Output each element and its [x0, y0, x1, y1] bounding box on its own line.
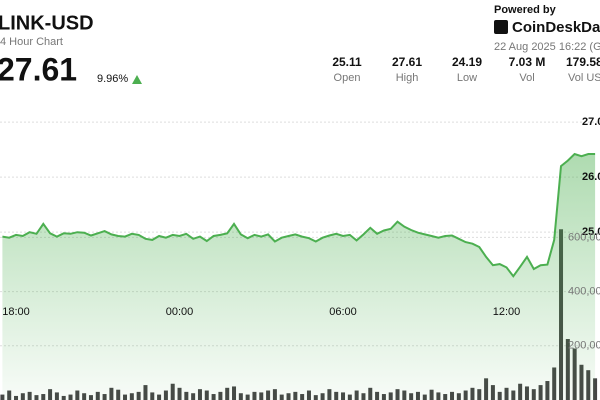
stat-label: Low — [457, 72, 477, 84]
stat-value: 179.58 — [566, 55, 600, 69]
y2-tick-label: 400,00 — [568, 285, 600, 297]
symbol: LINK-USD — [0, 12, 94, 34]
price: 27.61 — [0, 51, 77, 87]
stat-value: 27.61 — [392, 55, 422, 69]
change: 9.96% — [97, 73, 128, 85]
y-tick-label: 25.0 — [582, 226, 600, 238]
volume-bar — [0, 394, 5, 400]
stat-label: Vol US — [568, 72, 600, 84]
powered-by: Powered by — [494, 4, 557, 16]
y-tick-label: 26.0 — [582, 171, 600, 183]
x-tick-label: 06:00 — [329, 306, 357, 318]
brand-logo — [494, 20, 508, 34]
stat-value: 24.19 — [452, 55, 482, 69]
x-tick-label: 18:00 — [2, 306, 30, 318]
stat-value: 7.03 M — [509, 55, 546, 69]
subtitle: 4 Hour Chart — [0, 36, 63, 48]
stat-label: High — [396, 72, 419, 84]
y2-tick-label: 200,00 — [568, 340, 600, 352]
x-tick-label: 12:00 — [493, 306, 521, 318]
y2-tick-label: 600,00 — [568, 231, 600, 243]
stat-label: Vol — [519, 72, 534, 84]
price-area — [2, 154, 596, 400]
x-tick-label: 00:00 — [166, 306, 194, 318]
brand: CoinDeskDat — [512, 19, 600, 36]
up-arrow — [132, 75, 142, 84]
stat-label: Open — [334, 72, 361, 84]
timestamp: 22 Aug 2025 16:22 (GMT — [494, 41, 600, 53]
plot — [0, 121, 600, 400]
stat-value: 25.11 — [332, 55, 362, 69]
y-tick-label: 27.0 — [582, 116, 600, 128]
stats: 25.11 Open 27.61 High 24.19 Low 7.03 M Vol 179.5… — [332, 55, 600, 84]
price-line — [2, 152, 596, 278]
